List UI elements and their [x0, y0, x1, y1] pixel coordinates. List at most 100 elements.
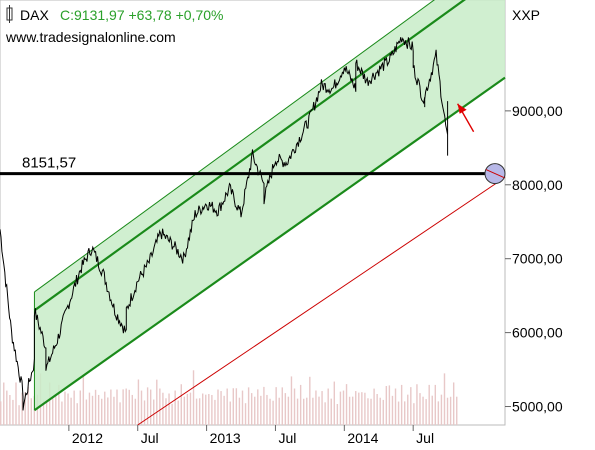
volume-bar	[217, 389, 219, 425]
volume-bar	[370, 398, 372, 425]
volume-bar	[214, 399, 216, 425]
volume-bar	[324, 402, 326, 425]
volume-bar	[410, 387, 412, 425]
volume-bar	[287, 396, 290, 425]
volume-bar	[407, 394, 409, 425]
volume-bar	[333, 381, 336, 425]
level-label: 8151,57	[22, 155, 76, 172]
volume-bar	[244, 403, 247, 425]
volume-bar	[416, 384, 418, 425]
channel-upper-line	[34, 0, 436, 293]
volume-bar	[449, 396, 452, 425]
volume-bar	[15, 382, 17, 425]
volume-bar	[3, 382, 5, 425]
volume-bar	[168, 393, 170, 425]
x-tick-label: Jul	[141, 430, 159, 446]
volume-bar	[61, 401, 63, 425]
volume-bar	[385, 386, 388, 425]
volume-bar	[52, 396, 54, 425]
volume-bar	[107, 397, 109, 425]
volume-bar	[159, 388, 161, 425]
volume-bar	[269, 398, 271, 425]
volume-bar	[55, 395, 57, 425]
support-trendline	[137, 176, 506, 426]
x-tick-label: Jul	[416, 430, 434, 446]
volume-bar	[211, 395, 213, 425]
y-tick-label: 8000,00	[512, 177, 563, 193]
quote-label: C:9131,97 +63,78 +0,70%	[60, 7, 223, 23]
volume-bar	[146, 387, 149, 425]
volume-bar	[6, 390, 8, 425]
volume-bar	[303, 398, 305, 425]
trend-channel	[33, 0, 506, 412]
volume-bar	[122, 389, 124, 425]
volume-bar	[361, 392, 363, 425]
volume-bar	[238, 397, 241, 425]
x-tick-label: 2012	[72, 430, 103, 446]
volume-bar	[220, 391, 222, 425]
volume-bar	[250, 393, 253, 425]
volume-bar	[76, 403, 78, 425]
volume-bar	[373, 388, 375, 425]
volume-bar	[299, 384, 302, 425]
volume-bar	[110, 389, 112, 425]
volume-bar	[131, 394, 134, 425]
volume-bar	[290, 376, 293, 425]
arrow-head	[457, 103, 467, 114]
volume-bar	[434, 384, 437, 425]
volume-bar	[376, 394, 378, 425]
volume-bar	[137, 379, 140, 425]
header: DAX C:9131,97 +63,78 +0,70% www.tradesig…	[5, 5, 540, 45]
volume-bar	[425, 399, 427, 425]
volume-bar	[339, 391, 342, 425]
volume-bar	[257, 389, 259, 425]
volume-bar	[202, 393, 204, 425]
volume-bar	[128, 389, 130, 425]
volume-bar	[260, 395, 262, 425]
volume-bar	[192, 370, 195, 425]
volume-bar	[162, 392, 164, 425]
volume-bar	[275, 387, 277, 425]
volume-bar	[278, 397, 280, 425]
volume-bar	[358, 392, 360, 425]
volume-bars	[0, 370, 458, 425]
price-line	[0, 37, 449, 411]
volume-bar	[293, 388, 296, 425]
volume-bar	[400, 384, 403, 425]
volume-bar	[205, 394, 207, 425]
volume-bar	[456, 396, 458, 425]
volume-bar	[101, 398, 103, 425]
circle-marker-line	[485, 169, 505, 179]
symbol-label: DAX	[20, 7, 49, 23]
y-axis: 5000,00 6000,00 7000,00 8000,00 9000,00	[505, 103, 563, 415]
volume-bar	[42, 400, 45, 425]
volume-bar	[309, 376, 311, 425]
volume-bar	[315, 390, 317, 425]
volume-bar	[149, 389, 152, 425]
volume-bar	[91, 395, 94, 425]
volume-bar	[428, 384, 430, 425]
volume-bar	[79, 390, 81, 425]
volume-bar	[64, 391, 66, 425]
source-label: www.tradesignalonline.com	[5, 29, 176, 45]
volume-bar	[440, 394, 443, 425]
volume-bar	[284, 393, 287, 425]
volume-bar	[226, 388, 228, 425]
volume-bar	[247, 387, 250, 425]
volume-bar	[156, 379, 158, 425]
volume-bar	[140, 390, 143, 425]
volume-bar	[342, 390, 345, 425]
volume-bar	[27, 386, 29, 425]
x-tick-label: 2013	[210, 430, 241, 446]
volume-bar	[48, 382, 51, 425]
volume-bar	[263, 386, 265, 425]
volume-bar	[419, 393, 421, 425]
channel-mid-line	[33, 0, 466, 312]
volume-bar	[367, 398, 369, 425]
volume-bar	[116, 389, 118, 425]
volume-bar	[177, 400, 179, 425]
volume-bar	[125, 388, 127, 425]
volume-bar	[174, 390, 176, 425]
volume-bar	[58, 384, 60, 425]
